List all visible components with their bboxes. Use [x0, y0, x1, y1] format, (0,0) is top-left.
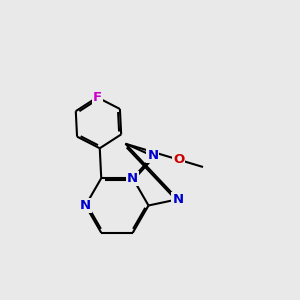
Text: N: N — [127, 172, 138, 185]
Text: F: F — [93, 91, 102, 104]
Text: N: N — [147, 149, 158, 162]
Text: N: N — [80, 199, 91, 212]
Text: O: O — [173, 153, 184, 166]
Text: N: N — [172, 193, 183, 206]
